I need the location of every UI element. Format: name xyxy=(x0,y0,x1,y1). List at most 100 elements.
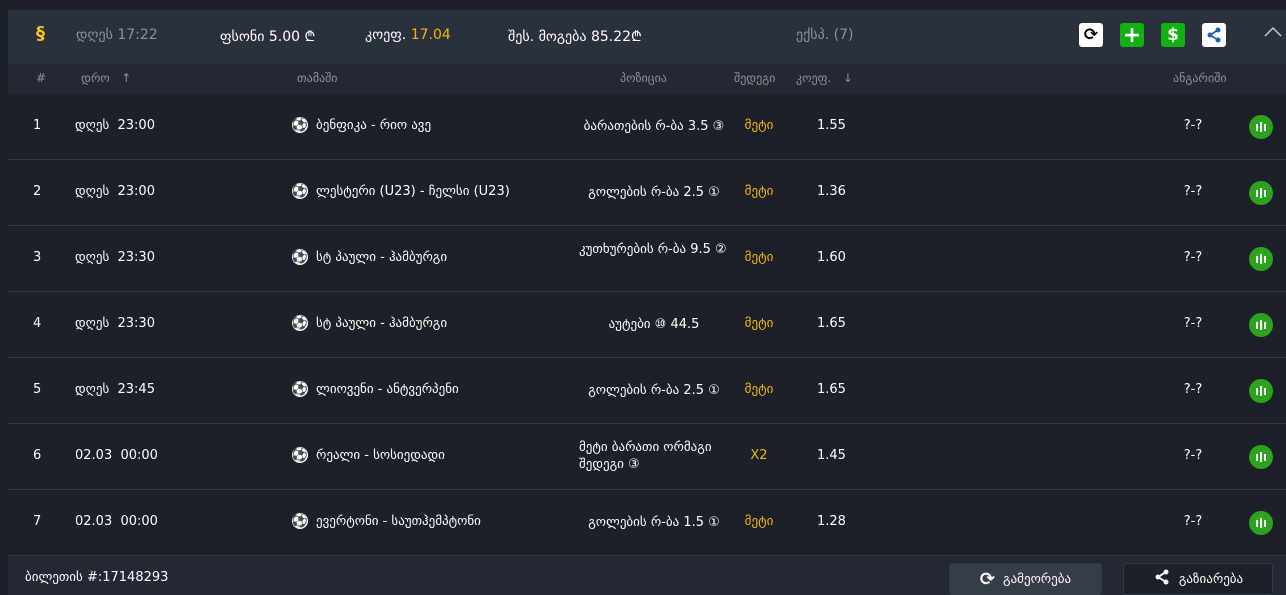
col-time[interactable]: დრო ↑ xyxy=(81,71,131,85)
row-time: დღეს 23:30 xyxy=(75,316,155,331)
logo-icon: § xyxy=(36,23,45,44)
row-score: ?-? xyxy=(1183,184,1203,199)
row-score: ?-? xyxy=(1183,448,1203,463)
footer: ბილეთის #:17148293 ⟳ გამეორება გაზიარება xyxy=(8,556,1286,595)
row-result: მეტი xyxy=(744,382,774,397)
row-position: გოლების რ-ბა 2.5 ① xyxy=(588,185,720,200)
stats-icon[interactable] xyxy=(1249,115,1273,139)
table-row[interactable]: 6 02.03 00:00 ⚽ რეალი - სოსიედადი მეტი ბ… xyxy=(8,424,1286,490)
row-result: X2 xyxy=(750,448,768,463)
share-icon xyxy=(1153,568,1171,590)
row-time: დღეს 23:30 xyxy=(75,250,155,265)
row-game[interactable]: ევერტონი - საუთჰემპტონი xyxy=(316,514,481,529)
stats-icon[interactable] xyxy=(1249,445,1273,469)
stats-icon[interactable] xyxy=(1249,313,1273,337)
stats-icon[interactable] xyxy=(1249,511,1273,535)
col-result: შედეგი xyxy=(734,71,776,85)
row-num: 6 xyxy=(33,448,42,463)
coef-label: კოეფ. xyxy=(365,27,407,43)
add-icon[interactable]: + xyxy=(1120,23,1144,48)
row-position: გოლების რ-ბა 2.5 ① xyxy=(588,383,720,398)
soccer-ball-icon: ⚽ xyxy=(291,315,309,331)
stake: ფსონი 5.00 ₾ xyxy=(220,27,315,46)
row-result: მეტი xyxy=(744,514,774,529)
row-coef: 1.28 xyxy=(817,514,846,529)
bet-type: ექსპ. (7) xyxy=(796,27,854,43)
sort-down-icon: ↓ xyxy=(842,71,853,85)
stats-icon[interactable] xyxy=(1249,247,1273,271)
row-position: ბარათების რ-ბა 3.5 ③ xyxy=(583,119,725,134)
share-button[interactable]: გაზიარება xyxy=(1123,563,1273,595)
cashout-icon[interactable]: $ xyxy=(1161,23,1185,47)
win-value: 85.22₾ xyxy=(590,29,642,45)
table-row[interactable]: 7 02.03 00:00 ⚽ ევერტონი - საუთჰემპტონი … xyxy=(8,490,1286,556)
row-coef: 1.60 xyxy=(817,250,846,265)
table-row[interactable]: 2 დღეს 23:00 ⚽ ლესტერი (U23) - ჩელსი (U2… xyxy=(8,160,1286,226)
row-position: კუთხურების რ-ბა 9.5 ② xyxy=(579,242,727,257)
row-position: მეტი ბარათი ორმაგი შედეგი ③ xyxy=(579,440,712,472)
stats-icon[interactable] xyxy=(1249,379,1273,403)
row-game[interactable]: ბენფიკა - რიო ავე xyxy=(316,118,432,133)
share-icon[interactable] xyxy=(1202,23,1226,47)
table-row[interactable]: 4 დღეს 23:30 ⚽ სტ პაული - ჰამბურგი აუტებ… xyxy=(8,292,1286,358)
row-coef: 1.55 xyxy=(817,118,846,133)
col-score: ანგარიში xyxy=(1173,71,1227,85)
row-num: 4 xyxy=(33,316,42,331)
row-position: აუტები ⑩ 44.5 xyxy=(608,317,700,332)
row-coef: 1.65 xyxy=(817,316,846,331)
stake-value: 5.00 ₾ xyxy=(268,29,316,45)
time: 17:22 xyxy=(117,27,158,43)
soccer-ball-icon: ⚽ xyxy=(291,183,309,199)
row-num: 2 xyxy=(33,184,42,199)
date-label: დღეს xyxy=(76,27,113,43)
row-num: 1 xyxy=(33,118,42,133)
possible-win: შეს. მოგება 85.22₾ xyxy=(508,27,642,46)
row-score: ?-? xyxy=(1183,250,1203,265)
row-result: მეტი xyxy=(744,184,774,199)
stats-icon[interactable] xyxy=(1249,181,1273,205)
row-time: დღეს 23:00 xyxy=(75,184,155,199)
row-num: 5 xyxy=(33,382,42,397)
row-score: ?-? xyxy=(1183,118,1203,133)
row-time: 02.03 00:00 xyxy=(75,514,158,529)
col-position: პოზიცია xyxy=(620,71,667,85)
soccer-ball-icon: ⚽ xyxy=(291,117,309,133)
row-time: დღეს 23:45 xyxy=(75,382,155,397)
row-coef: 1.36 xyxy=(817,184,846,199)
sort-up-icon: ↑ xyxy=(121,71,132,85)
share-label: გაზიარება xyxy=(1178,571,1244,587)
table-row[interactable]: 1 დღეს 23:00 ⚽ ბენფიკა - რიო ავე ბარათებ… xyxy=(8,94,1286,160)
row-result: მეტი xyxy=(744,118,774,133)
date-time: დღეს 17:22 xyxy=(76,27,158,43)
stake-label: ფსონი xyxy=(220,29,265,45)
soccer-ball-icon: ⚽ xyxy=(291,249,309,265)
coef-value: 17.04 xyxy=(410,27,451,43)
row-score: ?-? xyxy=(1183,316,1203,331)
table-row[interactable]: 3 დღეს 23:30 ⚽ სტ პაული - ჰამბურგი კუთხუ… xyxy=(8,226,1286,292)
row-position: გოლების რ-ბა 1.5 ① xyxy=(588,515,720,530)
col-coef[interactable]: კოეფ. ↓ xyxy=(796,71,853,85)
repeat-button[interactable]: ⟳ გამეორება xyxy=(949,563,1102,595)
row-game[interactable]: ლესტერი (U23) - ჩელსი (U23) xyxy=(316,184,510,199)
row-result: მეტი xyxy=(744,250,774,265)
row-score: ?-? xyxy=(1183,514,1203,529)
repeat-label: გამეორება xyxy=(1003,571,1072,587)
collapse-chevron-icon[interactable] xyxy=(1264,24,1282,42)
ticket-number: ბილეთის #:17148293 xyxy=(25,570,169,585)
refresh-icon[interactable]: ⟳ xyxy=(1079,23,1103,47)
col-coef-label: კოეფ. xyxy=(796,71,832,85)
row-game[interactable]: სტ პაული - ჰამბურგი xyxy=(316,316,448,331)
row-time: 02.03 00:00 xyxy=(75,448,158,463)
row-num: 7 xyxy=(33,514,42,529)
row-num: 3 xyxy=(33,250,42,265)
row-game[interactable]: სტ პაული - ჰამბურგი xyxy=(316,250,448,265)
row-time: დღეს 23:00 xyxy=(75,118,155,133)
soccer-ball-icon: ⚽ xyxy=(291,447,309,463)
row-coef: 1.65 xyxy=(817,382,846,397)
row-coef: 1.45 xyxy=(817,448,846,463)
win-label: შეს. მოგება xyxy=(508,29,587,45)
row-game[interactable]: ლიოვენი - ანტვერპენი xyxy=(316,382,459,397)
table-row[interactable]: 5 დღეს 23:45 ⚽ ლიოვენი - ანტვერპენი გოლე… xyxy=(8,358,1286,424)
row-game[interactable]: რეალი - სოსიედადი xyxy=(316,448,445,463)
soccer-ball-icon: ⚽ xyxy=(291,513,309,529)
